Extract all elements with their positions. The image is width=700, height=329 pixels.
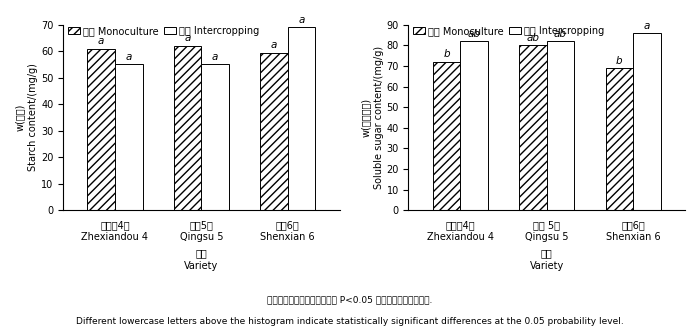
Legend: 净作 Monoculture, 同作 Intercropping: 净作 Monoculture, 同作 Intercropping — [414, 26, 604, 36]
Legend: 净作 Monoculture, 同作 Intercropping: 净作 Monoculture, 同作 Intercropping — [68, 26, 259, 36]
Text: a: a — [98, 36, 104, 46]
Bar — [88, 49, 115, 210]
Y-axis label: w(可溶性糖)
Soluble sugar content/(mg/g): w(可溶性糖) Soluble sugar content/(mg/g) — [360, 46, 384, 189]
Text: a: a — [125, 52, 132, 62]
Bar — [433, 62, 461, 210]
Text: a: a — [298, 15, 304, 25]
X-axis label: 品种
Variety: 品种 Variety — [184, 248, 218, 271]
Bar — [606, 68, 634, 210]
Bar — [202, 64, 229, 210]
Text: ab: ab — [554, 29, 567, 39]
Bar — [634, 33, 661, 210]
Text: b: b — [443, 49, 450, 60]
Bar — [174, 46, 202, 210]
Text: ab: ab — [468, 29, 481, 39]
Bar — [260, 53, 288, 210]
Text: Different lowercase letters above the histogram indicate statistically significa: Different lowercase letters above the hi… — [76, 317, 624, 326]
Y-axis label: w(淠粉)
Starch content/(mg/g): w(淠粉) Starch content/(mg/g) — [15, 63, 38, 171]
Bar — [519, 45, 547, 210]
Text: a: a — [271, 40, 277, 50]
Bar — [115, 64, 143, 210]
Text: b: b — [616, 56, 622, 65]
Bar — [288, 27, 316, 210]
Text: 柱状图上不同小写字母表示在 P<0.05 水平差异有统计学意义.: 柱状图上不同小写字母表示在 P<0.05 水平差异有统计学意义. — [267, 295, 433, 304]
Bar — [461, 41, 488, 210]
Text: a: a — [644, 20, 650, 31]
Text: a: a — [184, 34, 190, 43]
Text: a: a — [212, 52, 218, 62]
Bar — [547, 41, 575, 210]
X-axis label: 品种
Variety: 品种 Variety — [530, 248, 564, 271]
Text: ab: ab — [526, 33, 540, 43]
